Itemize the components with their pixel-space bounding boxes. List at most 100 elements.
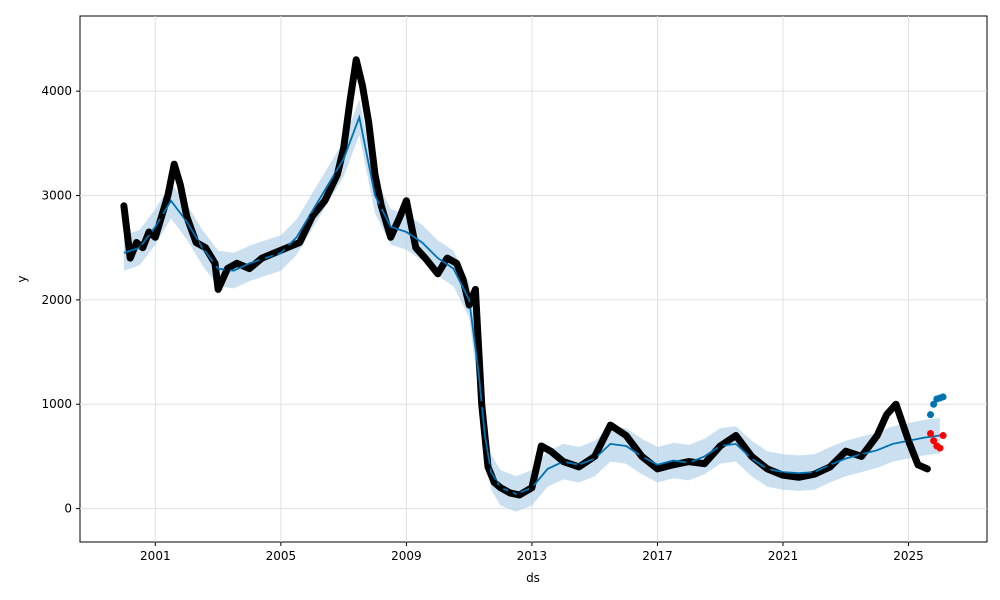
observed-point	[158, 213, 165, 220]
observed-point	[491, 479, 498, 486]
observed-point	[466, 302, 473, 309]
observed-point	[346, 98, 353, 105]
observed-point	[133, 239, 140, 246]
series-lines	[120, 56, 941, 499]
y-tick-label: 0	[64, 502, 72, 516]
holdout-point	[936, 444, 944, 452]
observed-point	[638, 453, 645, 460]
observed-point	[701, 460, 708, 467]
observed-point	[296, 239, 303, 246]
observed-point	[623, 432, 630, 439]
observed-point	[321, 197, 328, 204]
observed-point	[146, 229, 153, 236]
observed-point	[224, 265, 231, 272]
observed-point	[654, 465, 661, 472]
observed-point	[858, 453, 865, 460]
x-tick-label: 2001	[140, 549, 171, 563]
y-tick-label: 3000	[41, 189, 72, 203]
observed-point	[924, 465, 931, 472]
y-tick-label: 1000	[41, 397, 72, 411]
observed-point	[453, 260, 460, 267]
observed-point	[403, 197, 410, 204]
observed-point	[120, 202, 127, 209]
observed-point	[215, 286, 222, 293]
y-tick-label: 4000	[41, 84, 72, 98]
observed-point	[528, 484, 535, 491]
forecast-line	[123, 113, 941, 495]
future-forecast-point	[930, 400, 938, 408]
observed-point	[164, 192, 171, 199]
observed-point	[152, 234, 159, 241]
observed-point	[478, 401, 485, 408]
holdout-point	[930, 437, 938, 445]
observed-point	[484, 463, 491, 470]
holdout-point	[927, 429, 935, 437]
observed-point	[914, 461, 921, 468]
observed-point	[560, 458, 567, 465]
observed-point	[905, 437, 912, 444]
observed-point	[459, 276, 466, 282]
observed-point	[202, 244, 209, 251]
observed-point	[827, 463, 834, 470]
x-tick-label: 2025	[893, 549, 924, 563]
observed-point	[516, 492, 523, 499]
observed-point	[883, 411, 890, 418]
future-forecast-point	[927, 411, 935, 419]
observed-point	[892, 401, 899, 408]
observed-point	[334, 171, 341, 178]
observed-point	[434, 270, 441, 277]
observed-point	[874, 432, 881, 439]
observed-point	[139, 244, 146, 251]
observed-point	[576, 463, 583, 470]
x-tick-label: 2005	[266, 549, 297, 563]
observed-point	[748, 453, 755, 460]
x-tick-label: 2021	[768, 549, 799, 563]
observed-point	[412, 244, 419, 251]
observed-point	[780, 472, 787, 479]
observed-point	[717, 442, 724, 449]
observed-point	[685, 458, 692, 465]
observed-point	[359, 82, 366, 89]
observed-point	[378, 202, 385, 209]
observed-point	[259, 255, 266, 262]
observed-point	[811, 471, 818, 478]
observed-point	[764, 465, 771, 472]
observed-point	[732, 432, 739, 439]
observed-point	[177, 182, 184, 189]
observed-point	[444, 255, 451, 262]
observed-point	[211, 260, 218, 267]
x-axis-label: ds	[526, 571, 540, 585]
y-axis-ticks: 0 1000 2000 3000 4000	[41, 84, 80, 516]
observed-point	[397, 213, 404, 220]
observed-point	[193, 239, 200, 246]
observed-point	[497, 484, 504, 491]
x-axis-ticks: 2001 2005 2009 2013 2017 2021 2025	[140, 542, 924, 563]
observed-point	[246, 265, 253, 272]
series-points	[120, 56, 947, 499]
x-tick-label: 2013	[517, 549, 548, 563]
observed-point	[670, 461, 677, 468]
observed-point	[506, 489, 513, 496]
observed-point	[127, 255, 134, 262]
x-tick-label: 2017	[642, 549, 673, 563]
observed-point	[171, 161, 178, 168]
observed-point	[284, 244, 291, 251]
y-axis-label: y	[15, 275, 29, 282]
observed-point	[472, 286, 479, 293]
observed-point	[271, 249, 278, 256]
forecast-interval	[123, 99, 940, 512]
observed-point	[387, 234, 394, 241]
observed-point	[538, 442, 545, 449]
observed-point	[365, 119, 372, 126]
observed-point	[607, 422, 614, 429]
observed-point	[183, 213, 190, 220]
observed-line	[120, 56, 931, 499]
grid	[80, 16, 987, 542]
holdout-point	[939, 432, 947, 440]
observed-point	[372, 171, 379, 178]
plot-frame	[79, 15, 988, 543]
y-tick-label: 2000	[41, 293, 72, 307]
observed-point	[422, 255, 429, 262]
observed-point	[795, 474, 802, 481]
